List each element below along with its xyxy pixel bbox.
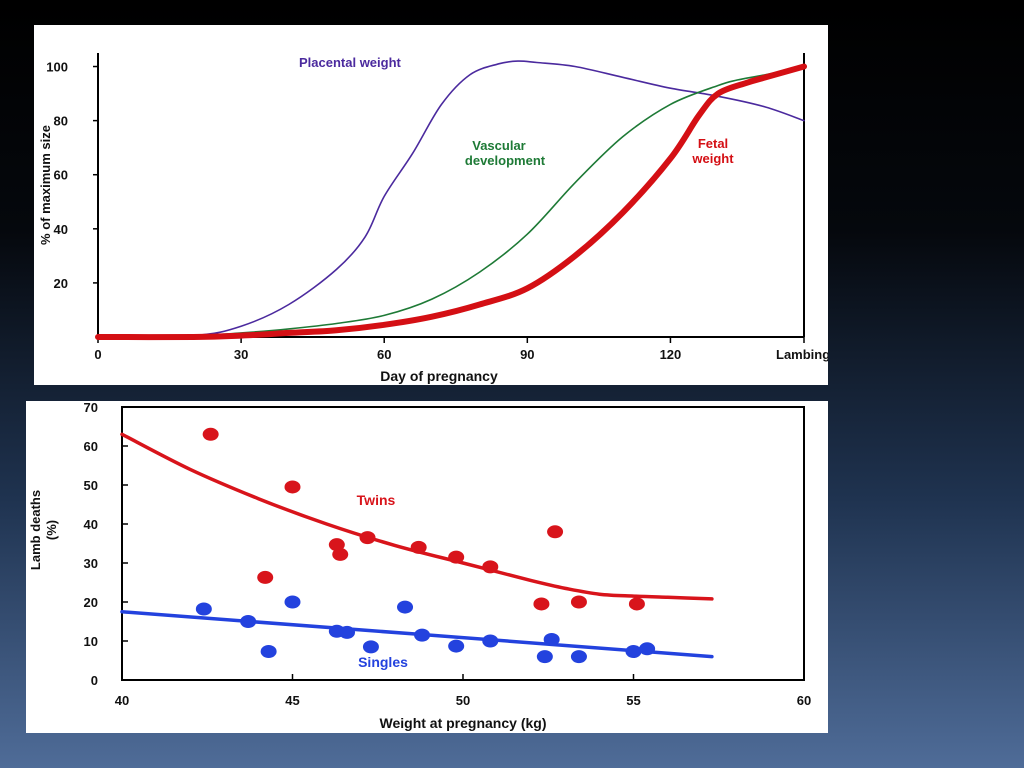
singles-point bbox=[570, 650, 587, 664]
growth-x-tick-label-lambing: Lambing bbox=[776, 347, 828, 362]
growth-x-tick-label: 90 bbox=[520, 347, 534, 362]
fetal-weight-label-line1: Fetal bbox=[698, 136, 728, 151]
lamb-deaths-chart-panel: 0 10 20 30 40 50 60 70 40 45 50 55 60 Weight at pre… bbox=[26, 401, 828, 733]
twins-trend-line bbox=[120, 432, 714, 601]
placental-weight-label: Placental weight bbox=[299, 55, 402, 70]
lamb-deaths-x-tick-label: 45 bbox=[285, 693, 299, 708]
growth-y-tick-label: 80 bbox=[54, 114, 68, 129]
lamb-deaths-chart: 0 10 20 30 40 50 60 70 40 45 50 55 60 Weight at pre… bbox=[28, 401, 811, 731]
lamb-deaths-y-tick-label: 50 bbox=[84, 478, 98, 493]
singles-point bbox=[339, 625, 356, 639]
vascular-development-label-line2: development bbox=[465, 153, 546, 168]
lamb-deaths-x-tick-label: 60 bbox=[797, 693, 811, 708]
growth-chart: 20 40 60 80 100 0 30 60 90 120 Lambing Day of pre… bbox=[38, 53, 828, 384]
twins-point bbox=[359, 531, 376, 545]
growth-x-tick-label: 30 bbox=[234, 347, 248, 362]
singles-point bbox=[482, 634, 499, 648]
lamb-deaths-y-axis-title-line1: Lamb deaths bbox=[28, 490, 43, 570]
lamb-deaths-x-tick-label: 55 bbox=[626, 693, 640, 708]
growth-x-tick-label: 0 bbox=[94, 347, 101, 362]
lamb-deaths-y-axis-title-line2: (%) bbox=[44, 520, 59, 540]
singles-point bbox=[240, 615, 257, 628]
singles-point bbox=[536, 650, 553, 664]
twins-point bbox=[533, 597, 550, 611]
twins-point bbox=[628, 597, 645, 611]
placental-weight-line bbox=[97, 60, 805, 338]
twins-point bbox=[202, 427, 219, 441]
singles-point bbox=[625, 645, 642, 659]
growth-y-tick-label: 40 bbox=[54, 222, 68, 237]
twins-point bbox=[257, 570, 274, 584]
fetal-weight-label-line2: weight bbox=[691, 151, 734, 166]
singles-point bbox=[414, 628, 431, 642]
lamb-deaths-y-tick-label: 40 bbox=[84, 517, 98, 532]
lamb-deaths-x-tick-label: 50 bbox=[456, 693, 470, 708]
singles-point bbox=[362, 640, 379, 654]
growth-y-tick-label: 100 bbox=[46, 60, 68, 75]
lamb-deaths-y-tick-label: 0 bbox=[91, 673, 98, 688]
lamb-deaths-x-tick-label: 40 bbox=[115, 693, 129, 708]
twins-label: Twins bbox=[357, 492, 396, 508]
lamb-deaths-y-tick-label: 10 bbox=[84, 634, 98, 649]
twins-point bbox=[570, 595, 587, 609]
singles-point bbox=[397, 600, 414, 614]
lamb-deaths-y-tick-label: 70 bbox=[84, 401, 98, 415]
twins-point bbox=[482, 560, 499, 574]
lamb-deaths-y-tick-label: 20 bbox=[84, 595, 98, 610]
growth-x-tick-label: 60 bbox=[377, 347, 391, 362]
twins-point bbox=[284, 480, 301, 494]
lamb-deaths-x-axis-title: Weight at pregnancy (kg) bbox=[380, 715, 547, 731]
singles-point bbox=[448, 639, 465, 653]
singles-point bbox=[284, 595, 301, 609]
singles-point bbox=[260, 645, 277, 659]
growth-chart-panel: 20 40 60 80 100 0 30 60 90 120 Lambing Day of pre… bbox=[34, 25, 828, 385]
growth-y-axis-title: % of maximum size bbox=[38, 125, 53, 245]
lamb-deaths-y-tick-label: 60 bbox=[84, 439, 98, 454]
twins-point bbox=[410, 540, 427, 554]
growth-x-tick-label: 120 bbox=[660, 347, 682, 362]
growth-x-axis-title: Day of pregnancy bbox=[380, 368, 498, 384]
growth-y-tick-label: 60 bbox=[54, 168, 68, 183]
singles-point bbox=[639, 642, 656, 656]
vascular-development-line bbox=[97, 65, 805, 338]
twins-point bbox=[332, 547, 349, 561]
singles-point bbox=[543, 632, 560, 646]
twins-point bbox=[448, 550, 465, 564]
vascular-development-label-line1: Vascular bbox=[472, 138, 526, 153]
singles-label: Singles bbox=[358, 654, 408, 670]
fetal-weight-line bbox=[95, 63, 807, 341]
lamb-deaths-y-tick-label: 30 bbox=[84, 556, 98, 571]
twins-point bbox=[328, 538, 345, 552]
growth-y-tick-label: 20 bbox=[54, 276, 68, 291]
singles-point bbox=[195, 602, 212, 616]
twins-point bbox=[547, 525, 564, 539]
